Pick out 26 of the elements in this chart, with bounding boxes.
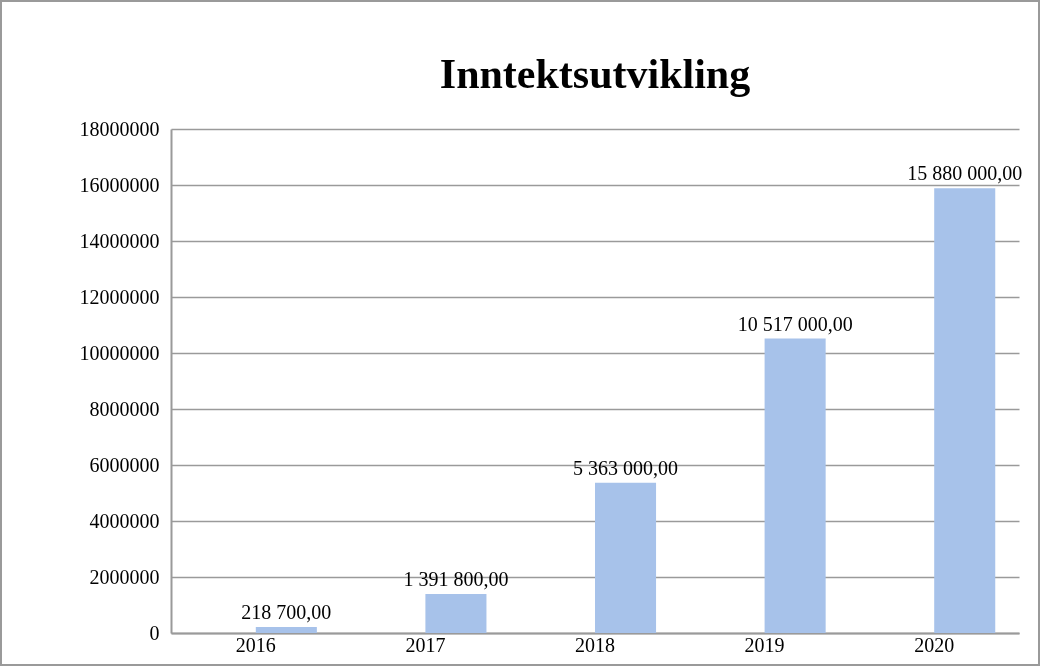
bar — [255, 626, 317, 633]
y-tick-label: 0 — [149, 621, 160, 644]
data-label: 218 700,00 — [241, 600, 332, 623]
bar — [425, 594, 487, 633]
data-label: 15 880 000,00 — [907, 162, 1023, 185]
y-tick-label: 8000000 — [89, 397, 160, 420]
data-label: 5 363 000,00 — [573, 456, 679, 479]
bar — [934, 188, 996, 633]
bar — [595, 482, 657, 633]
y-tick-label: 12000000 — [79, 285, 160, 308]
y-tick-label: 2000000 — [89, 565, 160, 588]
chart-title: Inntektsutvikling — [439, 51, 751, 97]
y-tick-label: 10000000 — [79, 341, 160, 364]
x-tick-label: 2017 — [405, 633, 446, 656]
x-tick-label: 2019 — [744, 633, 785, 656]
y-tick-label: 4000000 — [89, 509, 160, 532]
bar — [764, 338, 826, 633]
y-tick-label: 14000000 — [79, 229, 160, 252]
y-tick-label: 18000000 — [79, 117, 160, 140]
data-label: 1 391 800,00 — [403, 568, 509, 591]
x-tick-label: 2016 — [235, 633, 276, 656]
x-tick-label: 2018 — [575, 633, 615, 656]
data-label: 10 517 000,00 — [737, 312, 853, 335]
y-tick-label: 16000000 — [79, 173, 160, 196]
x-tick-label: 2020 — [914, 633, 955, 656]
y-tick-label: 6000000 — [89, 453, 160, 476]
